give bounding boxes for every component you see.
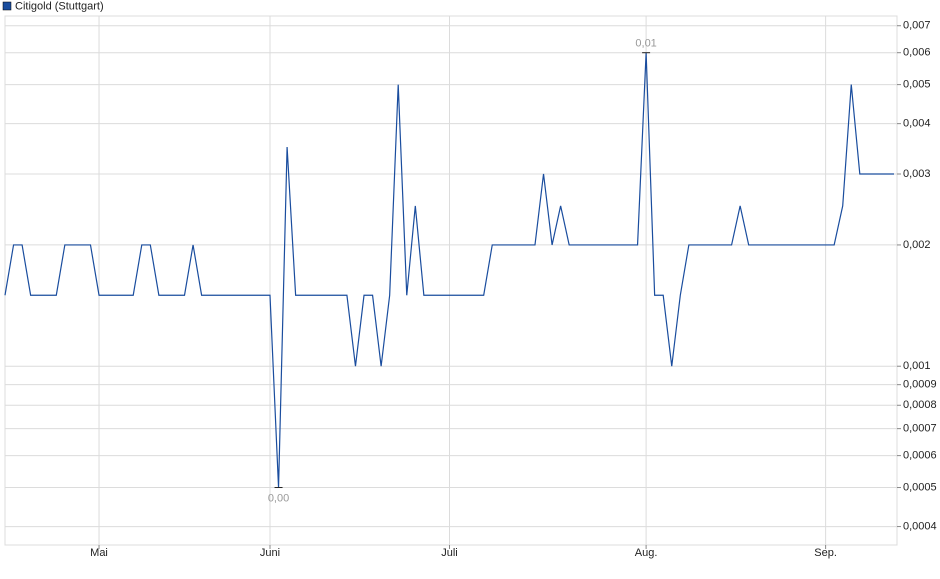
x-tick-label: Juni (260, 547, 280, 559)
y-tick-label: 0,0005 (903, 481, 937, 493)
y-tick-label: 0,0009 (903, 379, 937, 391)
y-tick-label: 0,001 (903, 360, 931, 372)
x-tick-label: Juli (441, 547, 458, 559)
y-tick-label: 0,002 (903, 239, 931, 251)
y-tick-label: 0,0006 (903, 450, 937, 462)
x-tick-label: Aug. (635, 547, 658, 559)
x-tick-label: Sep. (814, 547, 837, 559)
y-tick-label: 0,0004 (903, 520, 937, 532)
data-label: 0,00 (268, 492, 289, 504)
legend-swatch (2, 1, 12, 11)
legend-label: Citigold (Stuttgart) (15, 0, 104, 12)
x-tick-label: Mai (90, 547, 108, 559)
y-tick-label: 0,007 (903, 20, 931, 32)
y-tick-label: 0,006 (903, 47, 931, 59)
y-tick-label: 0,0007 (903, 423, 937, 435)
y-tick-label: 0,003 (903, 168, 931, 180)
data-label: 0,01 (635, 38, 656, 50)
y-tick-label: 0,005 (903, 79, 931, 91)
plot-frame (4, 15, 898, 546)
series-line (4, 52, 894, 488)
y-tick-label: 0,004 (903, 118, 931, 130)
y-tick-label: 0,0008 (903, 399, 937, 411)
